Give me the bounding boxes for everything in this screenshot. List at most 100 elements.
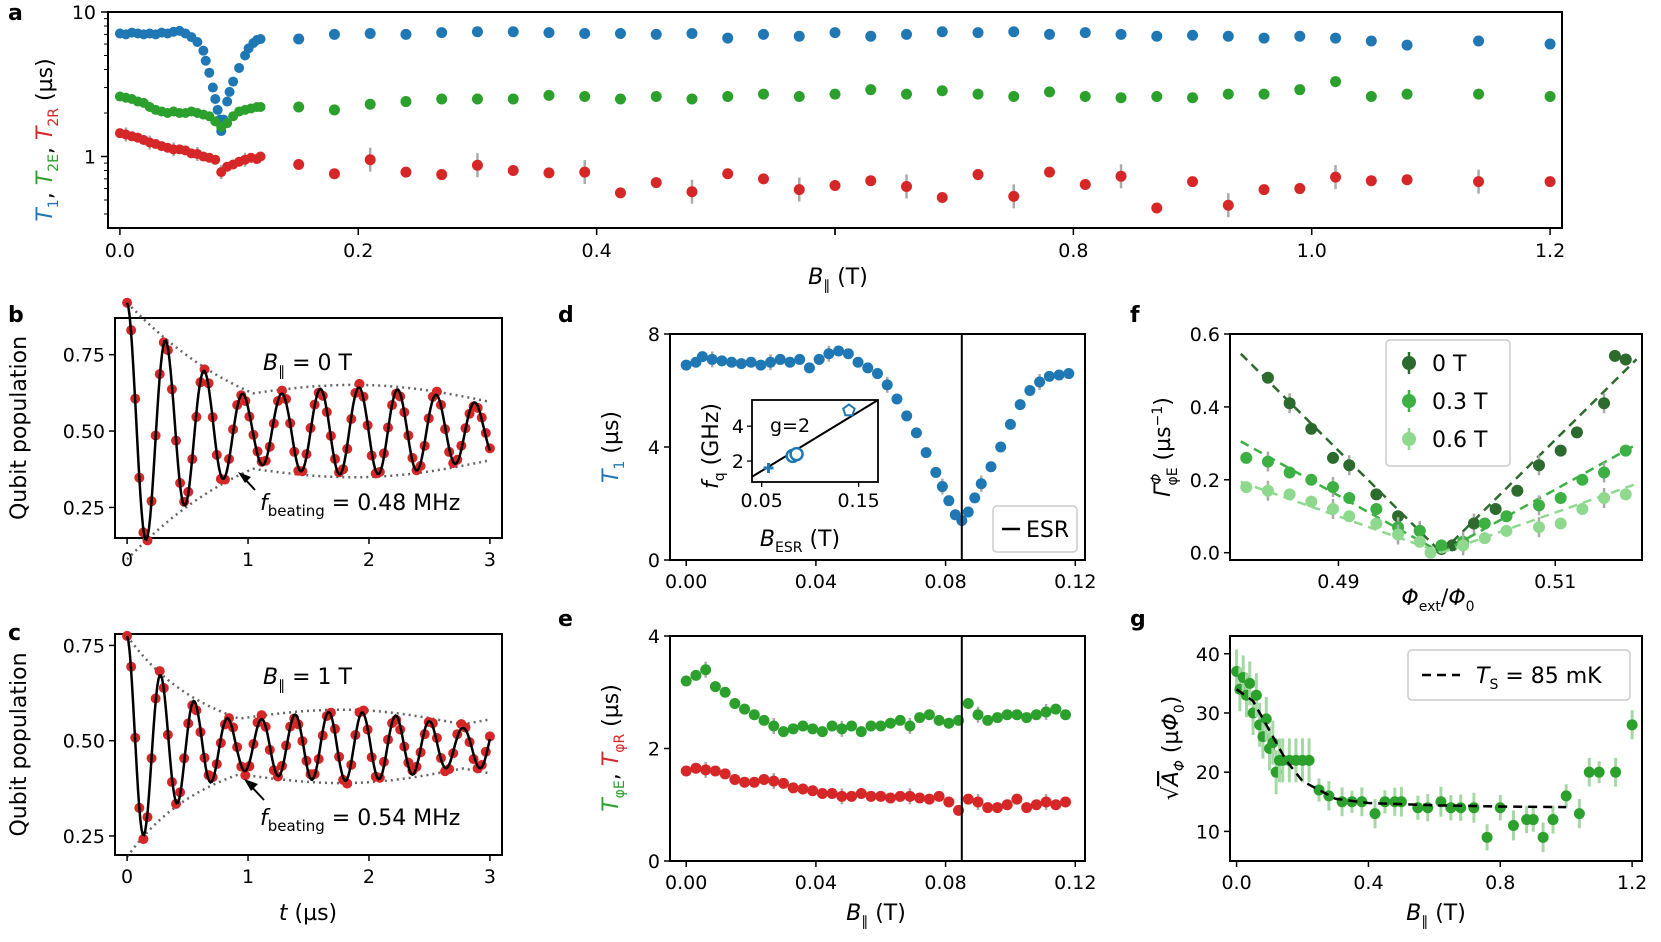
panel-d-point: [1004, 418, 1016, 430]
panel-d-point: [852, 356, 864, 368]
panel-f-point: [1327, 481, 1339, 494]
panel-e-point: [991, 712, 1003, 724]
panel-a-x-tick-label: 0.0: [105, 240, 135, 262]
panel-e-point: [923, 709, 935, 721]
panel-e-point: [739, 703, 751, 715]
panel-d-inset-annotation: g=2: [770, 415, 810, 437]
panel-a-point-T1: [972, 27, 984, 39]
label-part: ESR: [775, 540, 803, 556]
panel-a-point-T1: [829, 27, 841, 39]
panel-c-xlabel: t (µs): [279, 901, 337, 926]
panel-a-point-T1: [1079, 27, 1091, 39]
panel-e-point: [777, 777, 789, 789]
panel-d-x-tick-label: 0.12: [1054, 571, 1096, 593]
panel-c-y-tick-label: 0.25: [63, 826, 105, 848]
label-part: 0: [1466, 599, 1475, 615]
panel-b-x-tick-label: 2: [363, 549, 375, 571]
panel-e-xlabel: B∥ (T): [846, 901, 906, 930]
panel-g-point: [1395, 796, 1407, 808]
panel-e-point: [1021, 802, 1033, 814]
panel-e-point: [1030, 799, 1042, 811]
panel-c-point: [138, 834, 149, 845]
panel-b-axes: [114, 317, 503, 539]
panel-g-y-tick-label: 40: [1196, 644, 1220, 666]
panel-c-point: [240, 770, 251, 781]
panel-d-inset-x-tick-label: 0.05: [741, 490, 783, 512]
panel-a-x-tick-label: 0.8: [1058, 240, 1088, 262]
panel-e-point: [933, 714, 945, 726]
label-part: beating: [268, 502, 325, 520]
panel-a-point-T1: [224, 86, 235, 97]
panel-d-point: [716, 355, 728, 367]
panel-f-point: [1570, 426, 1583, 439]
panel-e-point: [1040, 706, 1052, 718]
label-part: f: [699, 478, 724, 489]
panel-d-point: [985, 461, 997, 473]
panel-f-point: [1435, 539, 1448, 552]
label-part: (µs): [33, 58, 58, 108]
panel-d-point: [1024, 385, 1036, 396]
panel-a-point-T2E: [222, 118, 233, 129]
label-part: Φ: [1172, 760, 1188, 771]
panel-e-point: [797, 783, 809, 795]
label-part: ): [1151, 397, 1176, 406]
panel-f-point: [1619, 488, 1632, 501]
panel-g-point: [1560, 790, 1572, 802]
label-part: = 0 T: [285, 351, 352, 376]
panel-a-point-T1: [200, 55, 211, 66]
panel-b-y-tick-label: 0.75: [63, 345, 105, 367]
panel-a-axes: [107, 11, 1563, 229]
panel-e-point: [962, 698, 974, 709]
panel-e-x-tick-label: 0.08: [924, 872, 966, 894]
panel-f-point: [1533, 521, 1545, 534]
panel-g-point: [1583, 766, 1595, 778]
panel-e-point: [962, 793, 974, 805]
panel-d-y-tick-label: 8: [648, 324, 660, 346]
panel-a-point-T1: [722, 32, 734, 44]
panel-f-y-tick-label: 0.6: [1190, 324, 1220, 346]
panel-g-legend-label: TS = 85 mK: [1476, 664, 1602, 693]
label-part: T: [599, 797, 624, 812]
panel-a-point-T2E: [1473, 88, 1485, 100]
panel-d-point: [891, 393, 903, 405]
panel-d-point: [943, 495, 955, 507]
panel-d-inset-ylabel: fq (GHz): [699, 403, 728, 489]
panel-a-point-T2E: [1222, 88, 1234, 100]
label-part: t: [279, 901, 289, 926]
panel-g-legend: [1407, 649, 1631, 701]
panel-a-point-T2E: [1258, 88, 1270, 100]
panel-d-inset-marker: [842, 403, 856, 417]
panel-a-point-T2R: [686, 186, 698, 198]
panel-e-x-tick-label: 0.12: [1054, 872, 1096, 894]
panel-e-point: [719, 768, 731, 780]
panel-d-point: [881, 379, 893, 391]
panel-a-point-T2R: [865, 175, 877, 187]
panel-d-point: [910, 427, 922, 439]
panel-e-point: [816, 726, 828, 738]
panel-a-point-T2R: [543, 167, 555, 179]
panel-d-point: [745, 356, 757, 368]
panel-f-y-tick-label: 0.4: [1190, 397, 1220, 419]
panel-a-point-T1: [901, 28, 913, 40]
label-part: T: [33, 125, 58, 140]
panel-a-point-T1: [255, 34, 266, 45]
panel-f-point: [1283, 488, 1296, 501]
panel-g-point: [1527, 814, 1539, 826]
panel-label-a: a: [8, 1, 23, 26]
panel-e-point: [748, 709, 760, 721]
panel-g-point: [1369, 808, 1381, 820]
panel-g-point: [1593, 766, 1605, 778]
label-part: ∥: [278, 364, 285, 380]
panel-a-point-T1: [328, 28, 340, 40]
panel-e-point: [1040, 796, 1052, 808]
panel-e-point: [1011, 709, 1023, 721]
panel-d-legend-label: ESR: [1026, 518, 1069, 543]
panel-a-point-T2R: [471, 159, 483, 171]
panel-f-point: [1261, 371, 1274, 384]
label-part: f: [260, 491, 271, 516]
panel-a-point-T1: [650, 28, 662, 40]
label-part: ∥: [861, 914, 868, 930]
panel-d-point: [784, 356, 796, 368]
label-part: B: [1406, 901, 1421, 926]
label-part: B: [263, 351, 278, 376]
